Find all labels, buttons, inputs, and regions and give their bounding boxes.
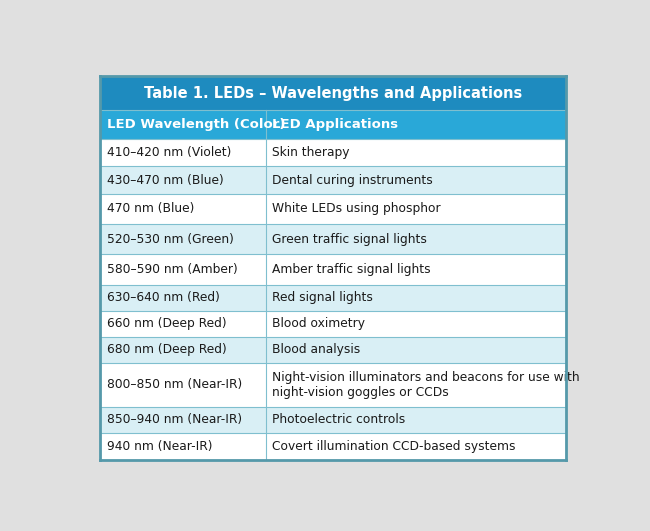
Text: LED Wavelength (Color): LED Wavelength (Color) (107, 118, 285, 131)
Text: Blood oximetry: Blood oximetry (272, 317, 365, 330)
Bar (100, 139, 566, 166)
Text: 680 nm (Deep Red): 680 nm (Deep Red) (107, 343, 227, 356)
Bar (100, 363, 566, 407)
Bar (100, 337, 566, 363)
Text: 630–640 nm (Red): 630–640 nm (Red) (107, 291, 220, 304)
Text: Table 1. LEDs – Wavelengths and Applications: Table 1. LEDs – Wavelengths and Applicat… (144, 85, 522, 101)
Text: 520–530 nm (Green): 520–530 nm (Green) (107, 233, 234, 246)
Text: Dental curing instruments: Dental curing instruments (272, 174, 433, 186)
Bar (100, 407, 566, 433)
Text: Blood analysis: Blood analysis (272, 343, 361, 356)
Text: Photoelectric controls: Photoelectric controls (272, 414, 406, 426)
Text: 470 nm (Blue): 470 nm (Blue) (107, 202, 194, 216)
Text: 430–470 nm (Blue): 430–470 nm (Blue) (107, 174, 224, 186)
Bar (100, 254, 566, 285)
Text: Skin therapy: Skin therapy (272, 146, 350, 159)
Text: LED Applications: LED Applications (272, 118, 398, 131)
Text: Amber traffic signal lights: Amber traffic signal lights (272, 263, 431, 276)
Text: 850–940 nm (Near-IR): 850–940 nm (Near-IR) (107, 414, 242, 426)
Bar (100, 194, 566, 224)
Text: Green traffic signal lights: Green traffic signal lights (272, 233, 427, 246)
Bar (100, 166, 566, 194)
Text: Covert illumination CCD-based systems: Covert illumination CCD-based systems (272, 440, 515, 453)
Bar (100, 76, 566, 110)
Text: 800–850 nm (Near-IR): 800–850 nm (Near-IR) (107, 379, 242, 391)
Bar (100, 110, 566, 139)
Text: 580–590 nm (Amber): 580–590 nm (Amber) (107, 263, 238, 276)
Bar (100, 285, 566, 311)
Text: Red signal lights: Red signal lights (272, 291, 373, 304)
Text: 660 nm (Deep Red): 660 nm (Deep Red) (107, 317, 227, 330)
Text: White LEDs using phosphor: White LEDs using phosphor (272, 202, 441, 216)
Bar (100, 433, 566, 460)
Text: 410–420 nm (Violet): 410–420 nm (Violet) (107, 146, 231, 159)
Bar (100, 311, 566, 337)
Text: Night-vision illuminators and beacons for use with
night-vision goggles or CCDs: Night-vision illuminators and beacons fo… (272, 371, 580, 399)
Bar (100, 224, 566, 254)
Text: 940 nm (Near-IR): 940 nm (Near-IR) (107, 440, 213, 453)
